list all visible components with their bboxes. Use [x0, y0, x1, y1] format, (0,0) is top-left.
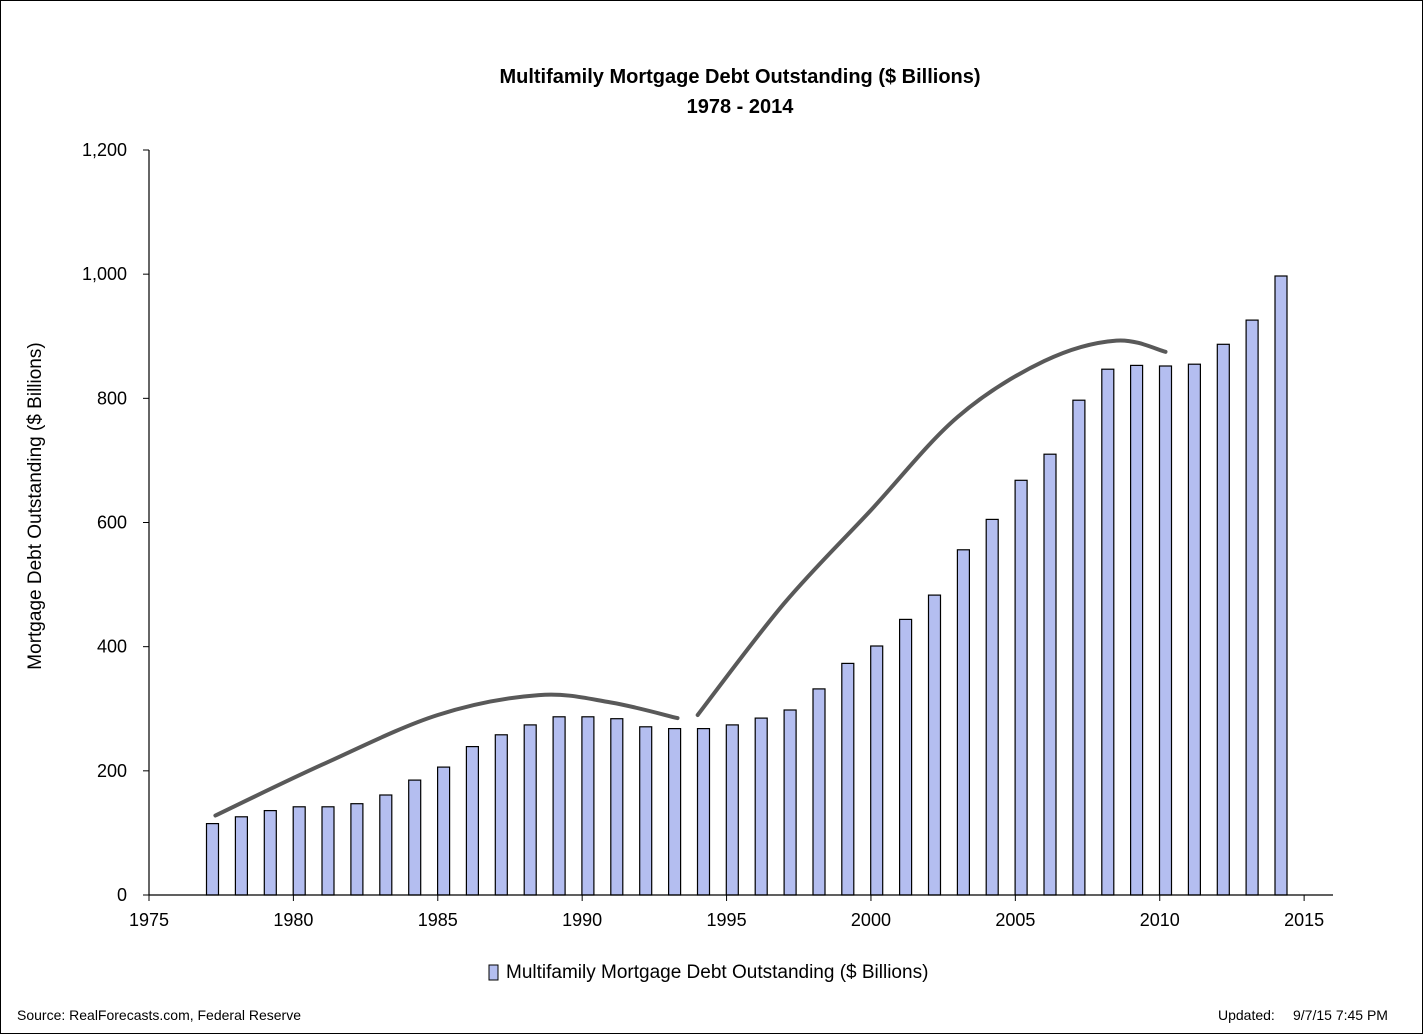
- bar-1991: [610, 718, 624, 896]
- trend-lines: [213, 338, 1168, 818]
- bar-1986: [465, 745, 479, 896]
- y-tick-label: 1,000: [82, 264, 127, 284]
- bar-2012: [1216, 343, 1230, 896]
- bar-1989: [552, 716, 566, 896]
- bars-group: [205, 275, 1288, 896]
- bar-2013: [1245, 319, 1259, 896]
- y-tick-label: 400: [97, 637, 127, 657]
- y-tick-label: 0: [117, 885, 127, 905]
- trend-curve-1: [213, 692, 680, 818]
- y-tick-label: 1,200: [82, 140, 127, 160]
- bar-1996: [754, 717, 768, 896]
- y-tick-label: 600: [97, 513, 127, 533]
- legend: Multifamily Mortgage Debt Outstanding ($…: [488, 962, 928, 983]
- bar-1980: [292, 806, 306, 896]
- bar-1983: [379, 794, 393, 896]
- bar-1988: [523, 724, 537, 896]
- x-tick-label: 1990: [562, 910, 602, 930]
- bar-1977: [205, 822, 220, 896]
- bar-2008: [1101, 368, 1115, 896]
- bar-1981: [321, 806, 335, 896]
- legend-label: Multifamily Mortgage Debt Outstanding ($…: [506, 962, 928, 983]
- legend-swatch: [488, 964, 499, 981]
- bar-2002: [927, 594, 942, 896]
- bar-1997: [783, 709, 797, 896]
- bar-2004: [985, 518, 999, 896]
- updated-label: Updated:: [1218, 1007, 1275, 1023]
- bar-1979: [263, 809, 277, 896]
- bar-1999: [841, 662, 855, 896]
- x-tick-label: 2010: [1140, 910, 1180, 930]
- x-tick-label: 1975: [129, 910, 169, 930]
- trend-curve-2: [695, 338, 1168, 717]
- bar-1978: [234, 816, 248, 896]
- chart-subtitle: 1978 - 2014: [687, 96, 795, 118]
- y-tick-label: 800: [97, 388, 127, 408]
- x-tick-label: 1995: [707, 910, 747, 930]
- bar-2006: [1043, 453, 1057, 896]
- bar-1985: [437, 766, 451, 896]
- bar-1994: [696, 727, 711, 896]
- axes-group: 0 200 400 600 800 1,000 1,200 1975 1980 1985 1990 1…: [82, 140, 1333, 930]
- bar-1990: [581, 716, 595, 896]
- bar-1982: [350, 803, 364, 896]
- bar-2014: [1274, 275, 1288, 896]
- x-tick-label: 1980: [273, 910, 313, 930]
- bar-1995: [725, 724, 739, 896]
- x-tick-label: 1985: [418, 910, 458, 930]
- x-tick-label: 2005: [995, 910, 1035, 930]
- bar-2001: [898, 618, 913, 896]
- bar-2011: [1187, 363, 1202, 896]
- y-tick-label: 200: [97, 761, 127, 781]
- bar-2010: [1158, 365, 1173, 896]
- bar-2009: [1129, 364, 1144, 896]
- x-tick-label: 2015: [1284, 910, 1324, 930]
- source-note: Source: RealForecasts.com, Federal Reser…: [17, 1007, 301, 1023]
- bar-2000: [870, 645, 884, 896]
- chart-title: Multifamily Mortgage Debt Outstanding ($…: [499, 66, 980, 88]
- bar-1984: [408, 779, 422, 896]
- updated-value: 9/7/15 7:45 PM: [1293, 1007, 1388, 1023]
- bar-2005: [1014, 479, 1028, 896]
- bar-2003: [956, 549, 971, 896]
- x-tick-label: 2000: [851, 910, 891, 930]
- bar-1993: [667, 727, 682, 896]
- y-axis-label: Mortgage Debt Outstanding ($ Billions): [25, 342, 46, 669]
- bar-1987: [494, 734, 508, 896]
- bar-1998: [812, 688, 826, 896]
- bar-1992: [639, 726, 653, 896]
- bar-2007: [1072, 399, 1086, 896]
